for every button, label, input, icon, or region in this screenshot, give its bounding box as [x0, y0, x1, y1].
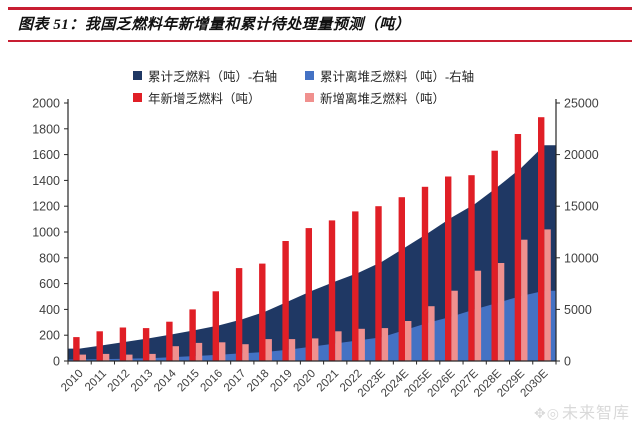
pink-bar-series-bar: [381, 328, 389, 361]
red-bar-series-bar: [352, 211, 359, 361]
x-axis-tick-label: 2021: [315, 368, 342, 395]
x-axis-tick-label: 2020: [292, 368, 319, 395]
red-bar-series-bar: [259, 263, 266, 361]
pink-bar-series-bar: [497, 263, 505, 361]
x-axis-tick-label: 2019: [268, 368, 295, 395]
red-bar-series-bar: [305, 228, 312, 361]
watermark: ✥◎ 未来智库: [534, 399, 630, 423]
x-axis-tick-label: 2016: [199, 368, 226, 395]
legend-swatch-pink: [305, 93, 314, 102]
pink-bar-series-bar: [102, 353, 110, 361]
pink-bar-series-bar: [428, 306, 435, 361]
pink-bar-series-bar: [312, 338, 319, 361]
right-axis: 0 5000 10000 15000 20000 25000: [556, 97, 599, 369]
pink-bar-series-bar: [521, 239, 528, 361]
legend-label: 累计乏燃料（吨）-右轴: [148, 70, 278, 84]
red-bar-series-bar: [538, 117, 545, 361]
right-axis-tick-label: 5000: [564, 303, 592, 317]
left-axis-tick-label: 1400: [32, 174, 60, 188]
pink-bar-series-bar: [126, 354, 133, 361]
pink-bar-series-bar: [219, 342, 226, 361]
x-axis-tick-label: 2010: [59, 368, 86, 395]
right-axis-tick-label: 25000: [564, 97, 599, 111]
x-axis-tick-label: 2017: [222, 368, 249, 395]
legend-item-cumulative-spent-fuel: 累计乏燃料（吨）-右轴: [133, 66, 277, 85]
left-axis-tick-label: 1200: [32, 200, 60, 214]
x-axis-tick-label: 2013: [129, 368, 156, 395]
legend-label: 新增离堆乏燃料（吨）: [320, 92, 446, 106]
red-bar-series-bar: [282, 241, 289, 361]
red-bar-series-bar: [328, 220, 336, 361]
right-axis-tick-label: 0: [564, 355, 571, 369]
left-axis: 0 200 400 600 800 1000 1200 1400 1600 1800 2000: [32, 97, 68, 369]
red-bar-series-bar: [398, 197, 405, 361]
pink-bar-series-bar: [405, 321, 412, 361]
pink-bar-series-bar: [79, 354, 86, 361]
legend-swatch-red: [133, 93, 142, 102]
legend-label: 累计离堆乏燃料（吨）-右轴: [320, 70, 475, 84]
x-axis-tick-label: 2018: [245, 368, 272, 395]
legend-item-new-offreactor-spent-fuel: 新增离堆乏燃料（吨）: [305, 88, 445, 107]
title-rule-top: [8, 7, 632, 10]
right-axis-tick-label: 15000: [564, 200, 599, 214]
pink-bar-series-bar: [172, 346, 179, 361]
x-axis-tick-label: 2014: [152, 367, 179, 394]
legend-swatch-navy: [133, 71, 142, 80]
x-axis-tick-label: 2011: [83, 368, 109, 394]
x-axis-tick-label: 2012: [106, 368, 133, 395]
pink-bar-series-bar: [451, 290, 458, 361]
red-bar-series: [73, 117, 545, 361]
figure-title: 图表 51：我国乏燃料年新增量和累计待处理量预测（吨）: [18, 17, 411, 33]
left-axis-tick-label: 1800: [32, 122, 60, 136]
pink-bar-series-bar: [544, 229, 551, 361]
red-bar-series-bar: [421, 186, 429, 361]
pink-bar-series-bar: [195, 342, 203, 361]
pink-bar-series-bar: [474, 270, 482, 361]
left-axis-tick-label: 200: [39, 329, 60, 343]
left-axis-tick-label: 1600: [32, 148, 60, 162]
red-bar-series-bar: [166, 321, 173, 361]
red-bar-series-bar: [96, 331, 103, 361]
right-axis-tick-label: 10000: [564, 251, 599, 265]
red-bar-series-bar: [189, 309, 196, 361]
pink-bar-series-bar: [335, 331, 342, 361]
red-bar-series-bar: [142, 328, 150, 361]
left-axis-tick-label: 2000: [32, 97, 60, 111]
left-axis-tick-label: 0: [53, 355, 60, 369]
red-bar-series-bar: [235, 268, 243, 361]
pink-bar-series: [79, 229, 551, 362]
red-bar-series-bar: [73, 337, 80, 361]
legend-label: 年新增乏燃料（吨）: [148, 92, 261, 106]
axis-lines: [67, 99, 557, 362]
red-bar-series-bar: [514, 134, 522, 361]
red-bar-series-bar: [491, 150, 498, 361]
left-axis-tick-label: 1000: [32, 226, 60, 240]
red-bar-series-bar: [212, 291, 219, 361]
x-axis-tick-label: 2015: [175, 368, 202, 395]
watermark-text: 未来智库: [561, 405, 630, 422]
right-axis-tick-label: 20000: [564, 148, 599, 162]
red-bar-series-bar: [119, 327, 127, 361]
weilai-zhiku-logo-icon: ✥◎: [534, 407, 560, 422]
pink-bar-series-bar: [265, 339, 272, 361]
left-axis-tick-label: 800: [39, 251, 60, 265]
x-axis: 2010201120122013201420152016201720182019…: [59, 361, 557, 400]
pink-bar-series-bar: [242, 344, 249, 361]
red-bar-series-bar: [375, 206, 382, 361]
red-bar-series-bar: [445, 176, 452, 361]
pink-bar-series-bar: [358, 328, 365, 362]
legend-item-annual-new-spent-fuel: 年新增乏燃料（吨）: [133, 88, 261, 107]
left-axis-tick-label: 600: [39, 277, 60, 291]
legend-item-cumulative-offreactor-spent-fuel: 累计离堆乏燃料（吨）-右轴: [305, 66, 474, 85]
pink-bar-series-bar: [149, 353, 156, 361]
left-axis-tick-label: 400: [39, 303, 60, 317]
legend-swatch-blue: [305, 71, 314, 80]
title-rule-bottom: [8, 40, 632, 42]
pink-bar-series-bar: [288, 339, 296, 361]
x-axis-tick-label: 2030E: [519, 367, 551, 399]
red-bar-series-bar: [468, 175, 475, 361]
